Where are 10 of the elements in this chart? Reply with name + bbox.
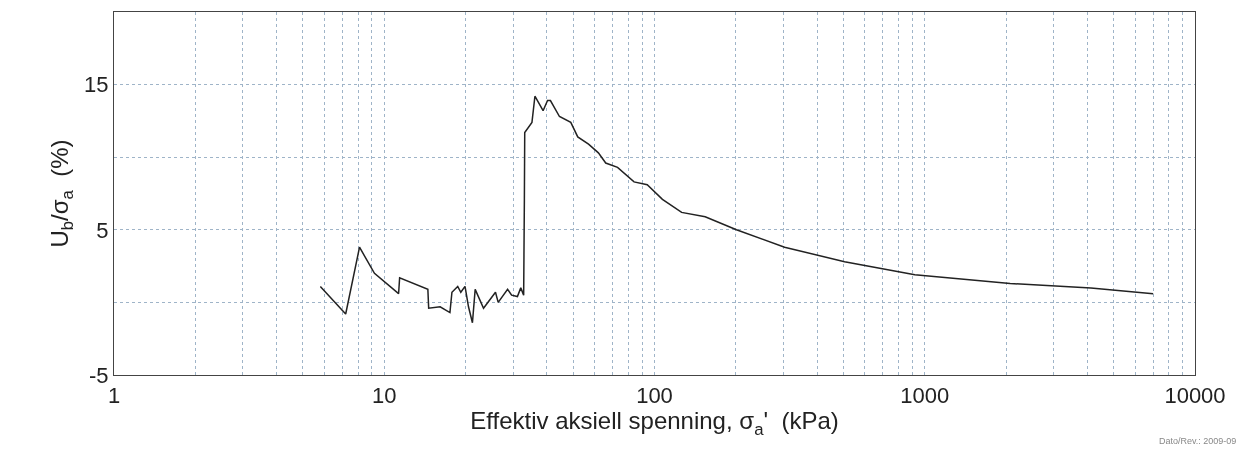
x-tick-label: 1000 <box>900 382 950 408</box>
y-tick-label: -5 <box>88 362 109 388</box>
x-axis-title: Effektiv aksiell spenning, σ$_{a}$' (kPa) <box>470 407 839 439</box>
x-tick-label: 10000 <box>1164 382 1226 408</box>
text: Dato/Rev.: 2009-09 <box>1159 436 1237 446</box>
x-tick-label: 100 <box>636 382 673 408</box>
x-tick-label: 10 <box>372 382 397 408</box>
x-tick-label: 1 <box>107 382 121 408</box>
y-tick-label: 5 <box>96 217 109 243</box>
y-tick-label: 15 <box>84 72 109 98</box>
